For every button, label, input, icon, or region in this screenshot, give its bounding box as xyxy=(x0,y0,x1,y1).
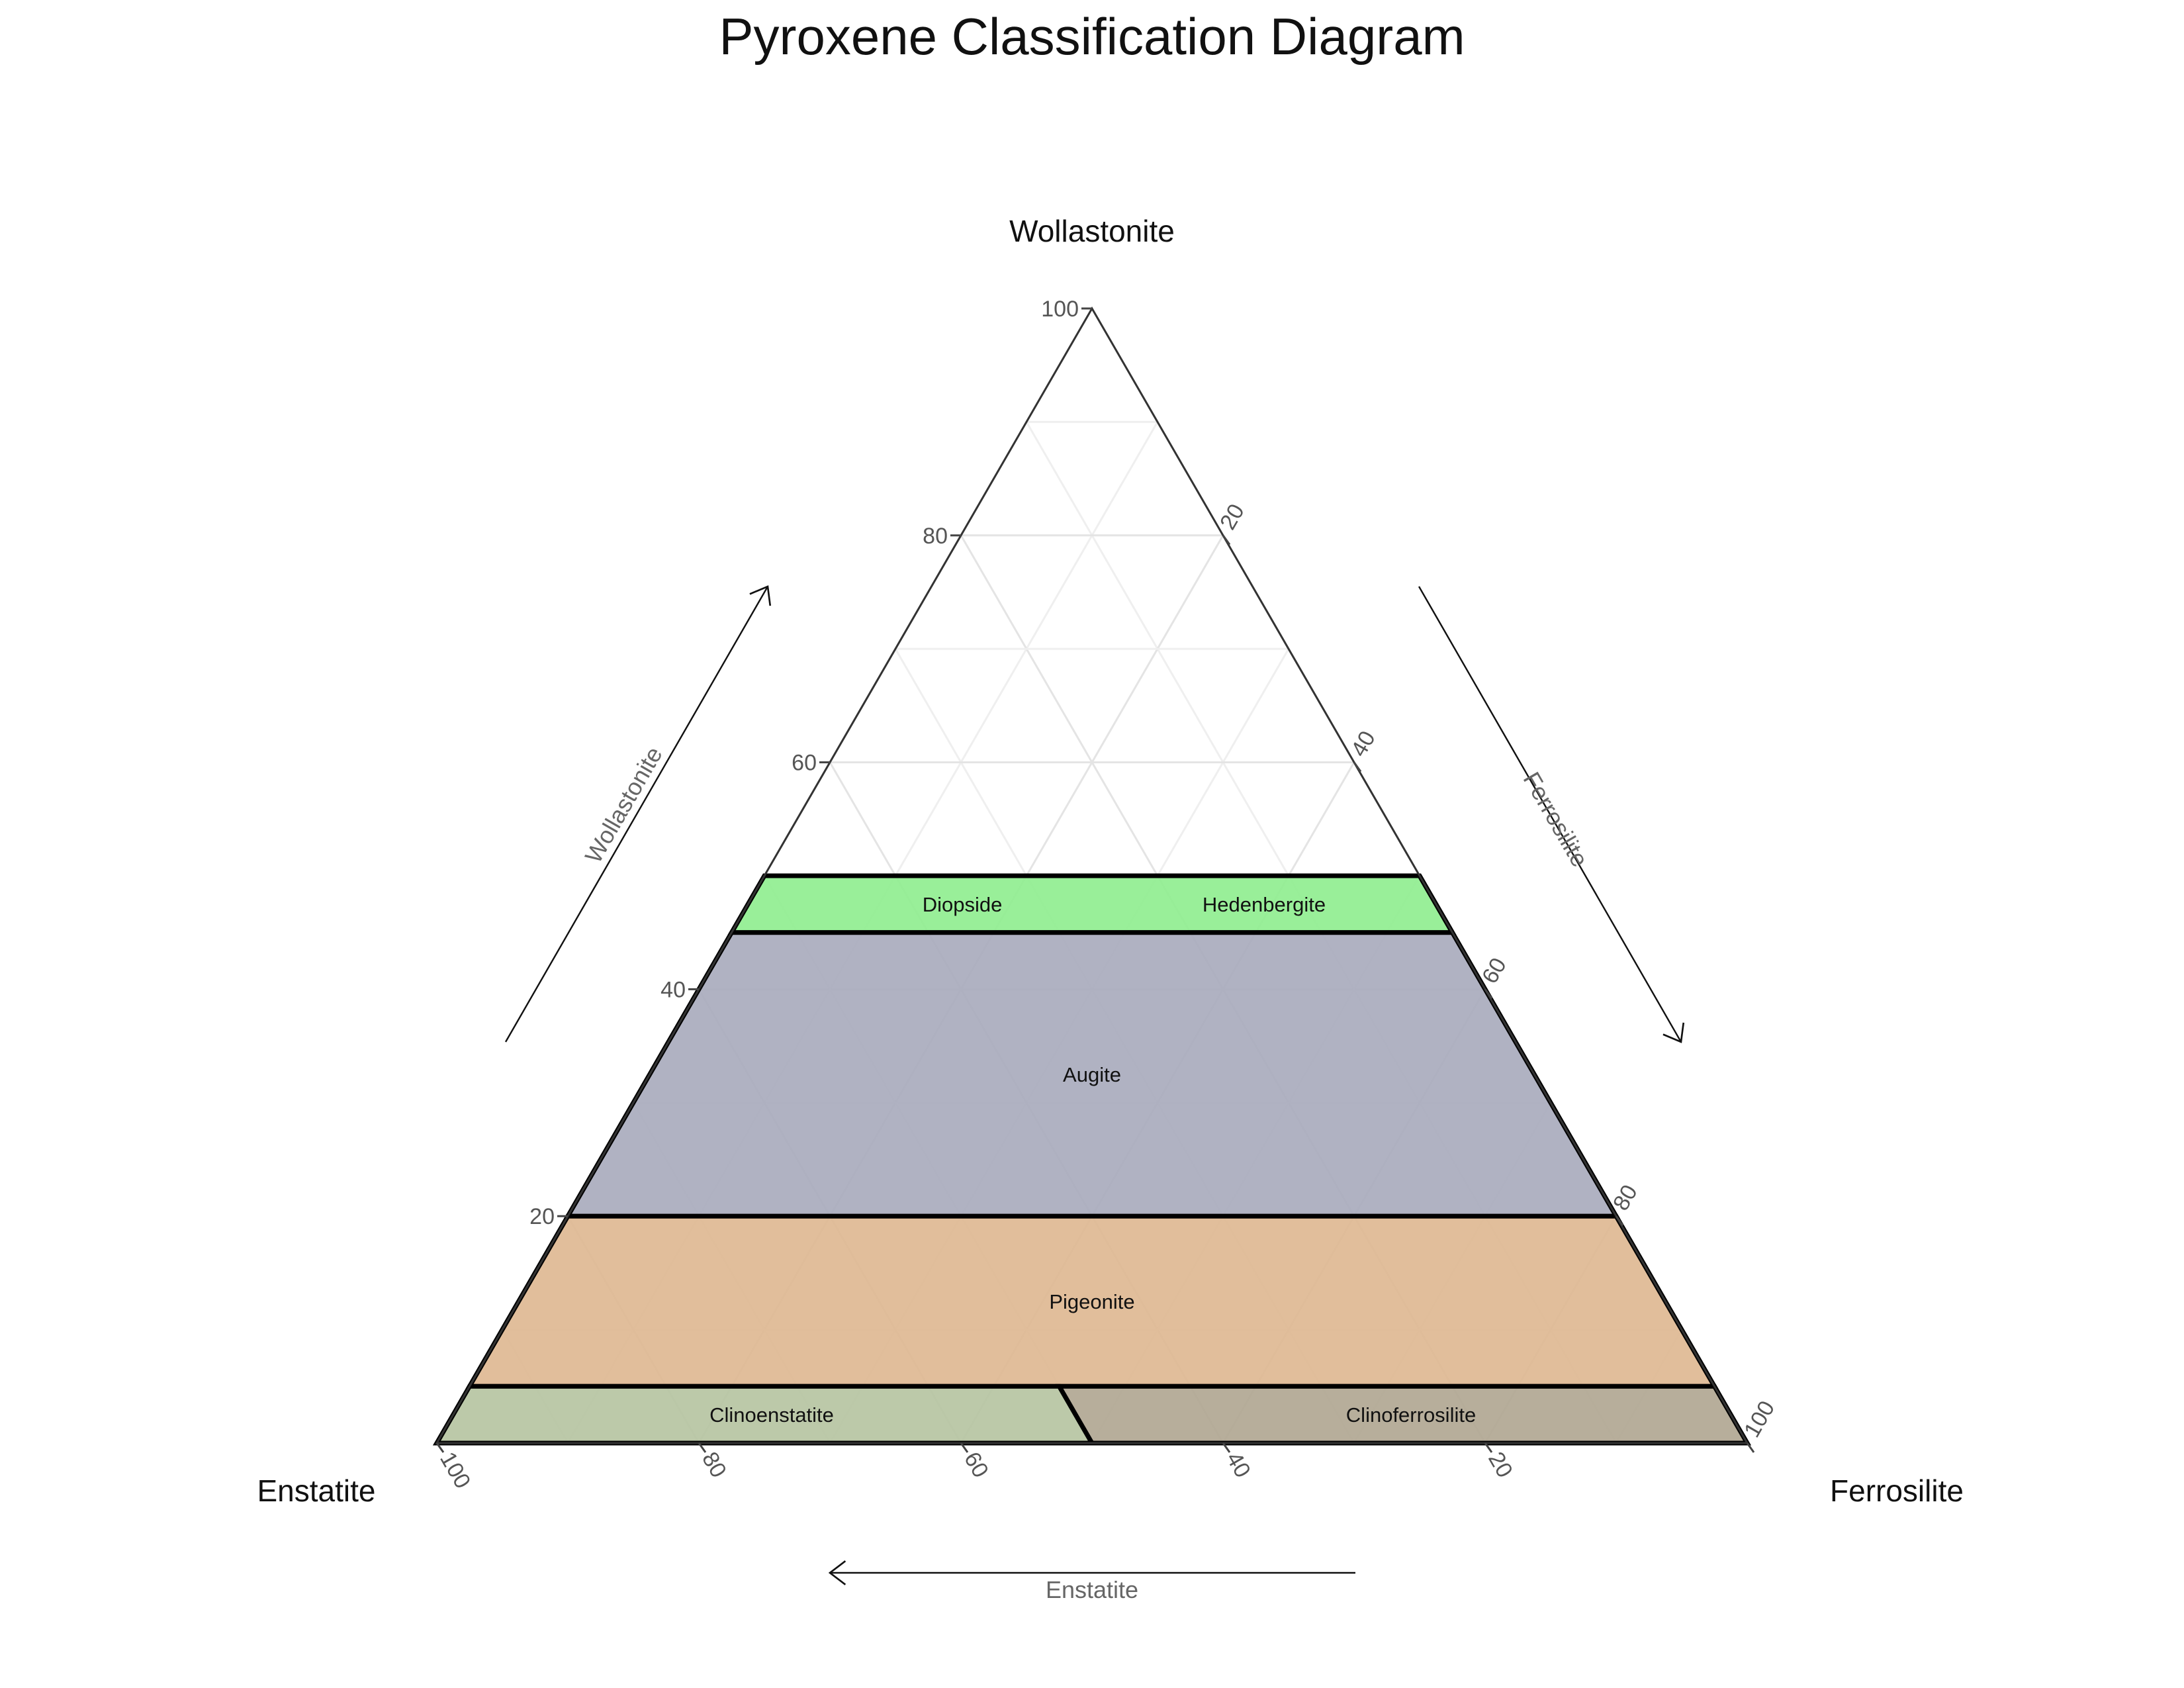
tick-label-wo-80: 80 xyxy=(923,524,948,549)
tick-mark-fs-20 xyxy=(1222,534,1231,545)
region-label-pigeonite: Pigeonite xyxy=(1049,1290,1134,1313)
tick-label-en-40: 40 xyxy=(1221,1448,1255,1482)
axis-arrow-wollastonite xyxy=(504,585,772,1043)
axis-title-enstatite: Enstatite xyxy=(1046,1576,1138,1603)
frame-layer xyxy=(435,306,1749,1444)
axis-title-ferrosilite: Ferrosilite xyxy=(1518,767,1594,871)
tick-mark-fs-100 xyxy=(1746,1442,1755,1453)
tick-label-wo-20: 20 xyxy=(529,1204,555,1229)
tick-mark-fs-40 xyxy=(1353,761,1362,773)
apex-label-right: Ferrosilite xyxy=(1830,1474,1964,1508)
tick-mark-en-60 xyxy=(960,1442,969,1453)
tick-mark-en-40 xyxy=(1222,1442,1231,1453)
tick-label-wo-40: 40 xyxy=(660,977,686,1002)
tick-label-en-80: 80 xyxy=(697,1448,731,1482)
tick-label-wo-100: 100 xyxy=(1041,297,1079,322)
region-label-clinoenstatite: Clinoenstatite xyxy=(709,1403,834,1427)
region-layer xyxy=(432,873,1752,1446)
chart-title: Pyroxene Classification Diagram xyxy=(719,7,1465,66)
tick-label-fs-100: 100 xyxy=(1739,1397,1780,1442)
tick-mark-en-80 xyxy=(698,1442,707,1453)
tick-mark-fs-80 xyxy=(1615,1215,1624,1227)
apex-label-top: Wollastonite xyxy=(1009,214,1175,248)
tick-label-en-100: 100 xyxy=(435,1448,475,1493)
tick-mark-en-20 xyxy=(1484,1442,1493,1453)
tick-mark-en-100 xyxy=(435,1442,445,1453)
apex-label-left: Enstatite xyxy=(257,1474,376,1508)
axis-arrow-ferrosilite xyxy=(1418,586,1685,1043)
region-diopside xyxy=(727,873,1457,935)
tick-label-wo-60: 60 xyxy=(792,751,817,776)
axis-title-wollastonite: Wollastonite xyxy=(580,742,668,868)
tick-label-en-60: 60 xyxy=(959,1448,993,1482)
region-label-clinoferrosilite: Clinoferrosilite xyxy=(1346,1403,1476,1427)
region-label-hedenbergite: Hedenbergite xyxy=(1203,893,1326,916)
tick-label-en-20: 20 xyxy=(1483,1448,1518,1482)
tick-mark-fs-60 xyxy=(1484,988,1493,1000)
triangle-frame xyxy=(435,306,1749,1444)
region-label-diopside: Diopside xyxy=(923,893,1003,916)
region-label-augite: Augite xyxy=(1063,1063,1121,1086)
